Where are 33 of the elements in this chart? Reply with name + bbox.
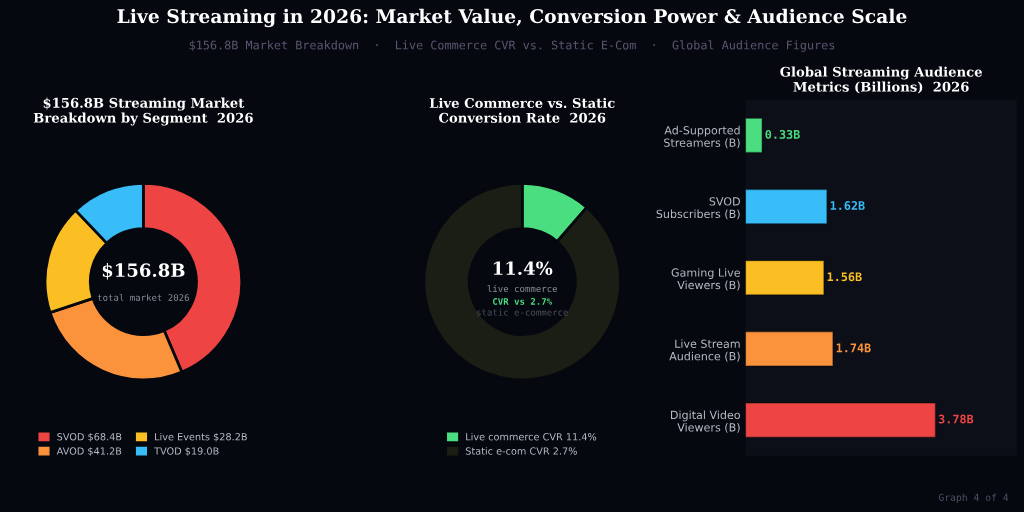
text: total market 2026 <box>97 293 189 301</box>
text: live commerce <box>487 285 558 293</box>
data-label: 1.74B <box>836 343 871 353</box>
chart-title: Global Streaming Audience Metrics (Billions) 2026 <box>780 66 982 94</box>
bar <box>745 331 834 367</box>
text: CVR vs 2.7% <box>493 298 553 305</box>
data-label: 1.62B <box>830 201 865 211</box>
text: 11.4% <box>493 261 553 276</box>
legend-label: SVOD $68.4B <box>57 432 122 442</box>
bar <box>745 259 825 296</box>
text: Live Streaming in 2026: Market Value, Conversion Power & Audience Scale <box>117 8 907 28</box>
data-label: 0.33B <box>765 129 800 139</box>
chart-title: Live Commerce vs. Static Conversion Rate 2026 <box>429 97 615 123</box>
y-tick-label: Digital Video Viewers (B) <box>671 410 740 433</box>
legend-label: Static e-com CVR 2.7% <box>465 447 577 455</box>
y-tick-label: Ad-Supported Streamers (B) <box>664 125 740 149</box>
bar <box>745 117 763 154</box>
legend-label: Live commerce CVR 11.4% <box>466 432 597 441</box>
legend-label: AVOD $41.2B <box>56 447 122 456</box>
text: $156.8B Market Breakdown · Live Commerce CVR vs. Static E-Com · Global Audience Figures <box>189 40 835 52</box>
text: $156.8B <box>102 263 185 280</box>
legend-label: TVOD $19.0B <box>154 447 219 456</box>
data-label: 3.78B <box>938 414 974 424</box>
caption: Graph 4 of 4 <box>938 493 1009 503</box>
bar <box>745 402 937 438</box>
text: static e-commerce <box>476 308 568 316</box>
y-tick-label: Live Stream Audience (B) <box>669 339 740 362</box>
legend-label: Live Events $28.2B <box>155 432 247 442</box>
data-label: 1.56B <box>827 272 862 282</box>
y-tick-label: Gaming Live Viewers (B) <box>671 268 741 291</box>
y-tick-label: SVOD Subscribers (B) <box>656 197 740 220</box>
bar <box>745 188 828 225</box>
chart-title: $156.8B Streaming Market Breakdown by Segment 2026 <box>33 97 253 126</box>
